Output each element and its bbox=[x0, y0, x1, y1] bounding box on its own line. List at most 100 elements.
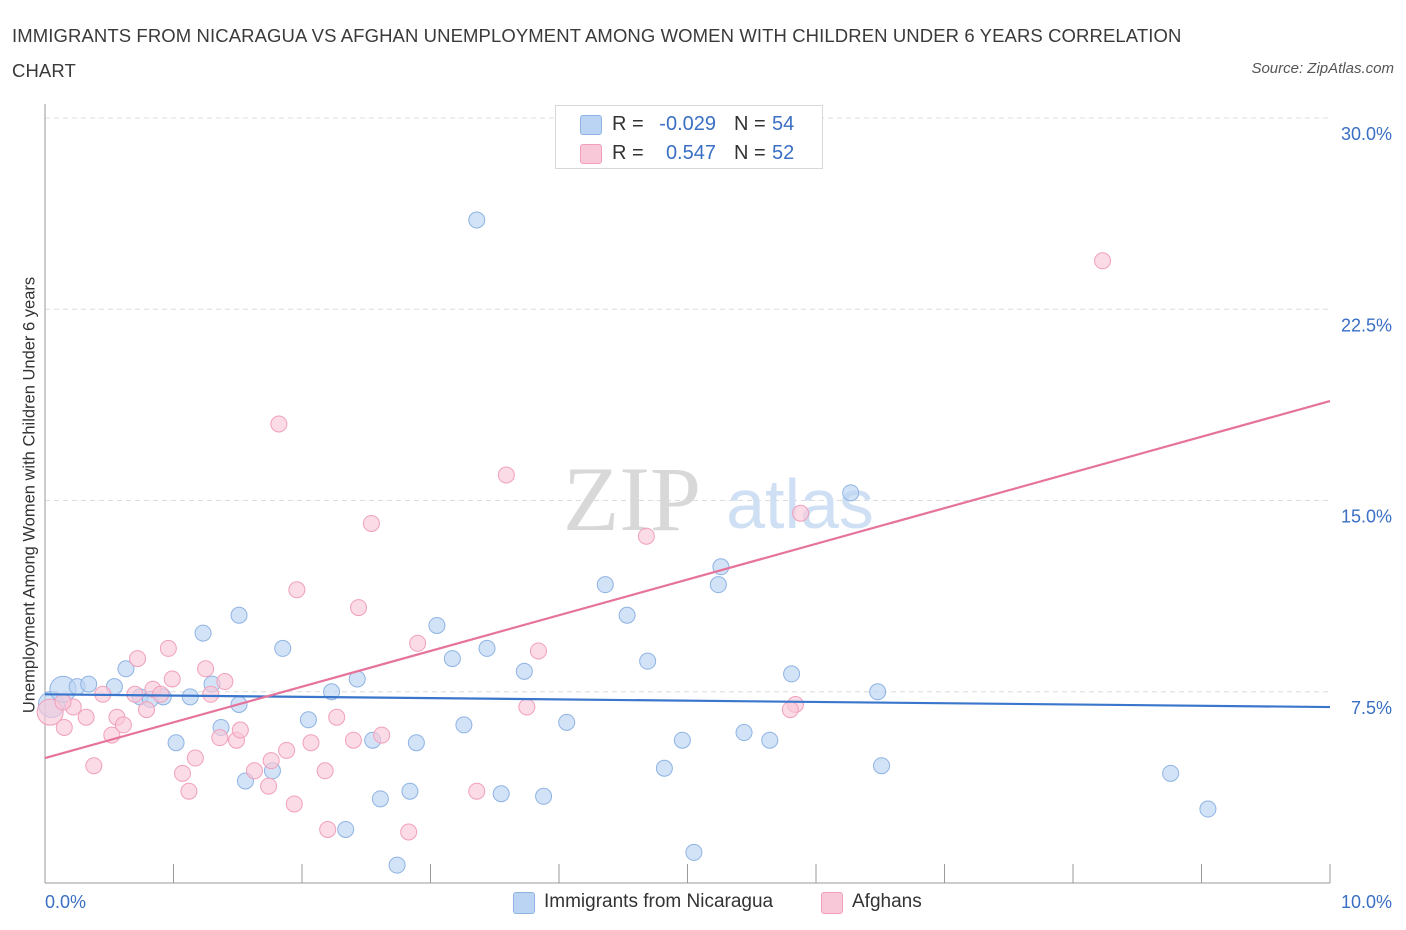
stats-n-label: N = bbox=[734, 113, 766, 135]
data-point bbox=[478, 639, 496, 657]
stats-swatch-blue bbox=[580, 115, 602, 135]
data-point bbox=[655, 759, 673, 777]
data-point bbox=[245, 762, 263, 780]
x-tick-label: 0.0% bbox=[45, 892, 86, 912]
data-point bbox=[117, 660, 135, 678]
data-point bbox=[873, 757, 891, 775]
chart-title: IMMIGRANTS FROM NICARAGUA VS AFGHAN UNEM… bbox=[12, 25, 1182, 81]
x-tick-label: 10.0% bbox=[1341, 892, 1392, 912]
data-point bbox=[618, 606, 636, 624]
data-point bbox=[373, 726, 391, 744]
data-point bbox=[180, 782, 198, 800]
data-point bbox=[328, 708, 346, 726]
stats-n-label: N = bbox=[734, 142, 766, 164]
data-point bbox=[167, 734, 185, 752]
watermark-atlas: atlas bbox=[726, 465, 874, 543]
stats-r-value: -0.029 bbox=[659, 113, 716, 135]
data-point bbox=[529, 642, 547, 660]
data-point bbox=[673, 731, 691, 749]
data-point bbox=[596, 576, 614, 594]
legend-label: Afghans bbox=[852, 891, 922, 912]
data-point bbox=[274, 639, 292, 657]
trend-line-afghans bbox=[44, 399, 1331, 760]
data-point bbox=[685, 843, 703, 861]
data-point bbox=[443, 650, 461, 668]
data-point bbox=[299, 711, 317, 729]
trend-lines bbox=[44, 399, 1331, 760]
data-point bbox=[535, 787, 553, 805]
data-point bbox=[262, 752, 280, 770]
stats-row-nicaragua: R = -0.029 N = 54 bbox=[556, 109, 822, 139]
legend-swatch-blue bbox=[513, 892, 535, 914]
data-point bbox=[55, 718, 73, 736]
legend-label: Immigrants from Nicaragua bbox=[544, 891, 774, 912]
data-point bbox=[316, 762, 334, 780]
data-point bbox=[388, 856, 406, 874]
stats-n-value: 54 bbox=[772, 113, 795, 135]
data-point bbox=[319, 820, 337, 838]
data-point bbox=[518, 698, 536, 716]
data-point bbox=[350, 599, 368, 617]
axis-layer bbox=[44, 104, 1331, 884]
data-point bbox=[211, 729, 229, 747]
data-point bbox=[278, 741, 296, 759]
data-point bbox=[186, 749, 204, 767]
stats-row-afghans: R = 0.547 N = 52 bbox=[556, 138, 822, 168]
y-tick-label: 7.5% bbox=[1351, 698, 1392, 718]
data-point bbox=[515, 662, 533, 680]
legend-swatch-pink bbox=[821, 892, 843, 914]
data-point bbox=[558, 713, 576, 731]
data-point bbox=[468, 211, 486, 229]
data-point bbox=[85, 757, 103, 775]
data-point bbox=[781, 701, 799, 719]
data-point bbox=[735, 724, 753, 742]
data-point bbox=[639, 652, 657, 670]
data-point bbox=[709, 576, 727, 594]
data-point bbox=[202, 685, 220, 703]
watermark: ZIP atlas bbox=[563, 448, 874, 550]
data-point bbox=[1162, 764, 1180, 782]
data-point bbox=[216, 673, 234, 691]
data-point bbox=[1199, 800, 1217, 818]
data-point bbox=[761, 731, 779, 749]
data-point bbox=[407, 734, 425, 752]
data-point bbox=[230, 606, 248, 624]
source-label: Source: ZipAtlas.com bbox=[1251, 60, 1394, 77]
data-point bbox=[138, 701, 156, 719]
data-point bbox=[783, 665, 801, 683]
data-point bbox=[163, 670, 181, 688]
data-point bbox=[401, 782, 419, 800]
y-tick-label: 22.5% bbox=[1341, 315, 1392, 335]
grid-layer bbox=[45, 117, 1330, 693]
data-point bbox=[77, 708, 95, 726]
data-point bbox=[492, 785, 510, 803]
data-point bbox=[842, 484, 860, 502]
y-tick-label: 15.0% bbox=[1341, 507, 1392, 527]
data-point bbox=[302, 734, 320, 752]
data-point bbox=[260, 777, 278, 795]
data-point bbox=[197, 660, 215, 678]
data-point bbox=[637, 527, 655, 545]
legend: Immigrants from Nicaragua Afghans bbox=[0, 889, 1406, 915]
data-point bbox=[362, 514, 380, 532]
data-point bbox=[129, 650, 147, 668]
watermark-zip: ZIP bbox=[563, 448, 701, 550]
data-point bbox=[323, 683, 341, 701]
data-point bbox=[173, 764, 191, 782]
data-point bbox=[80, 675, 98, 693]
data-point bbox=[409, 634, 427, 652]
stats-box: R = -0.029 N = 54 R = 0.547 N = 52 bbox=[555, 105, 823, 169]
stats-n-value: 52 bbox=[772, 142, 795, 164]
stats-swatch-pink bbox=[580, 144, 602, 164]
trend-line-nicaragua bbox=[44, 693, 1331, 709]
data-point bbox=[337, 820, 355, 838]
data-point bbox=[1094, 252, 1112, 270]
data-point bbox=[869, 683, 887, 701]
data-point bbox=[194, 624, 212, 642]
data-point bbox=[371, 790, 389, 808]
data-point bbox=[344, 731, 362, 749]
data-point bbox=[270, 415, 288, 433]
data-point bbox=[428, 616, 446, 634]
data-point bbox=[468, 782, 486, 800]
